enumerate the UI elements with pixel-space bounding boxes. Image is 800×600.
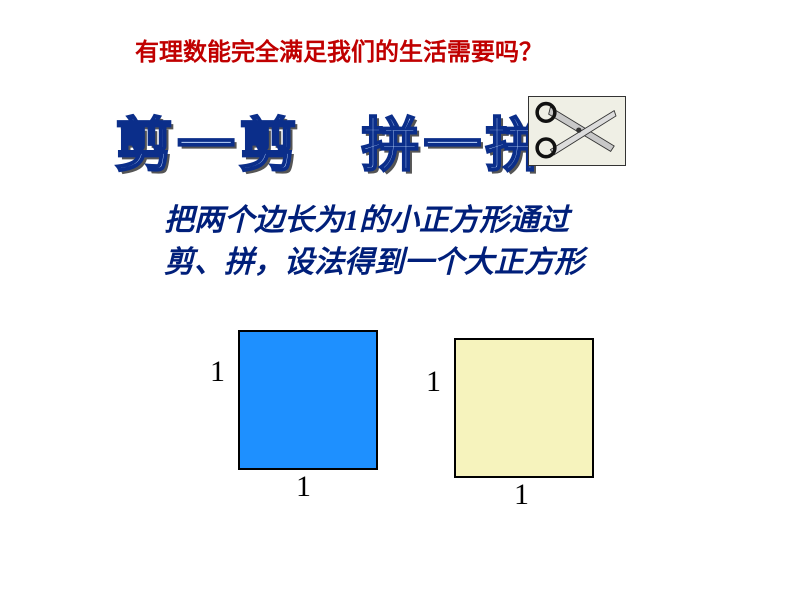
square-1-blue: [238, 330, 378, 470]
instruction-text: 把两个边长为1的小正方形通过 剪、拼，设法得到一个大正方形: [164, 200, 584, 284]
title-part-2: 拼一拼: [361, 113, 547, 178]
square-2-label-left: 1: [426, 365, 441, 399]
instruction-line-2: 剪、拼，设法得到一个大正方形: [164, 242, 584, 284]
question-line: 有理数能完全满足我们的生活需要吗？: [135, 32, 543, 67]
title-space: [321, 113, 341, 178]
instruction-line-1: 把两个边长为1的小正方形通过: [164, 200, 584, 242]
square-2-label-bottom: 1: [514, 478, 529, 512]
square-2-yellow: [454, 338, 594, 478]
scissors-icon: [532, 100, 622, 162]
scissors-icon-box: [528, 96, 626, 166]
title-cut-paste: 剪一剪 拼一拼: [115, 98, 547, 182]
title-part-1: 剪一剪: [115, 113, 301, 178]
square-1-label-bottom: 1: [296, 470, 311, 504]
square-1-label-left: 1: [210, 355, 225, 389]
